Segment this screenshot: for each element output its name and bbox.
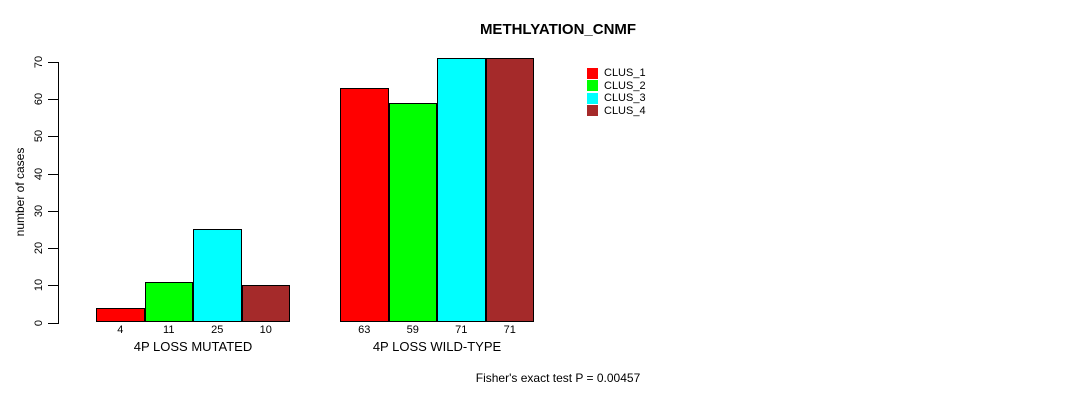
bar-clus_1-group2 — [340, 88, 389, 323]
legend-item-clus_4: CLUS_4 — [587, 105, 646, 118]
y-tick-mark — [48, 136, 59, 138]
y-tick-label: 10 — [33, 279, 45, 292]
x-group-label: 4P LOSS WILD-TYPE — [372, 339, 502, 354]
y-tick-mark — [48, 210, 59, 212]
y-tick-mark — [48, 248, 59, 250]
y-tick-label: 70 — [33, 55, 45, 69]
bar-value-label: 59 — [406, 324, 419, 336]
y-axis-label: number of cases — [13, 147, 27, 237]
y-tick-mark — [48, 99, 59, 101]
x-group-label: 4P LOSS MUTATED — [133, 339, 253, 354]
legend-swatch-clus_4 — [587, 105, 598, 117]
legend-label: CLUS_4 — [604, 104, 646, 117]
bar-value-label: 11 — [163, 324, 175, 336]
bar-value-label: 71 — [503, 324, 516, 336]
bar-clus_3-group1 — [193, 229, 242, 323]
bar-value-label: 4 — [117, 324, 124, 336]
legend-swatch-clus_3 — [587, 92, 598, 104]
y-axis-line — [58, 62, 59, 323]
y-tick-mark — [48, 322, 59, 324]
legend-swatch-clus_1 — [587, 67, 598, 79]
bar-clus_3-group2 — [437, 58, 486, 323]
bar-clus_2-group2 — [388, 102, 437, 323]
legend: CLUS_1 CLUS_2 CLUS_3 CLUS_4 — [587, 67, 646, 117]
stat-annotation: Fisher's exact test P = 0.00457 — [475, 371, 641, 385]
legend-item-clus_2: CLUS_2 — [587, 80, 646, 93]
y-tick-mark — [48, 285, 59, 287]
legend-item-clus_3: CLUS_3 — [587, 92, 646, 105]
legend-label: CLUS_2 — [604, 79, 646, 92]
y-tick-label: 30 — [33, 204, 45, 217]
y-tick-label: 20 — [33, 241, 45, 255]
bar-value-label: 63 — [358, 324, 371, 336]
y-tick-label: 60 — [33, 93, 45, 106]
bar-clus_4-group1 — [241, 285, 290, 323]
y-tick-label: 50 — [33, 130, 45, 143]
legend-swatch-clus_2 — [587, 80, 598, 92]
y-tick-mark — [48, 62, 59, 63]
legend-label: CLUS_1 — [604, 67, 646, 80]
y-tick-label: 0 — [33, 319, 45, 326]
chart-title: METHLYATION_CNMF — [479, 21, 637, 38]
bar-clus_2-group1 — [144, 281, 193, 323]
bar-value-label: 25 — [211, 324, 224, 336]
legend-label: CLUS_3 — [604, 92, 646, 105]
y-tick-label: 40 — [33, 167, 45, 180]
y-tick-mark — [48, 173, 59, 175]
bar-clus_1-group1 — [96, 307, 145, 323]
bar-value-label: 71 — [455, 324, 468, 336]
bar-value-label: 10 — [259, 324, 272, 336]
bar-clus_4-group2 — [485, 58, 534, 323]
legend-item-clus_1: CLUS_1 — [587, 67, 646, 80]
